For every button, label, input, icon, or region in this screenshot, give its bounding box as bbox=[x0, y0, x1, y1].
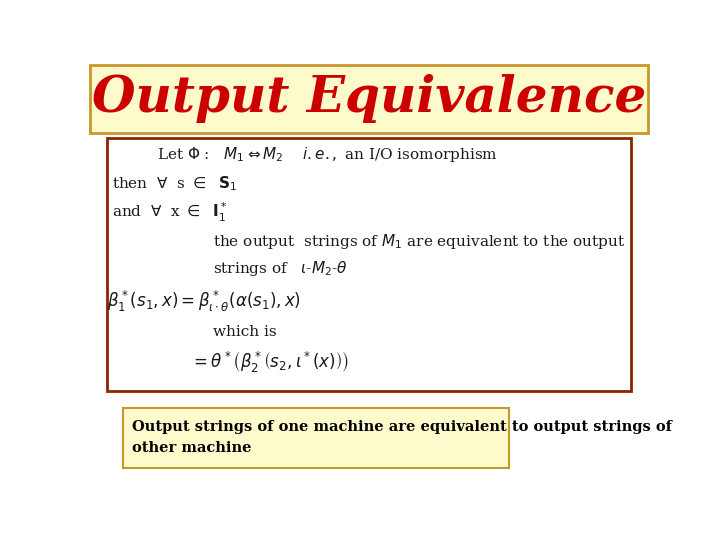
Text: and  $\forall$  x $\in$  $\mathbf{I}_1^*$: and $\forall$ x $\in$ $\mathbf{I}_1^*$ bbox=[112, 201, 228, 224]
Text: $\beta_1^*\left(s_1, x\right) = \beta_{\iota\cdot\theta}^*\left(\alpha\left(s_1\: $\beta_1^*\left(s_1, x\right) = \beta_{\… bbox=[107, 289, 301, 314]
FancyBboxPatch shape bbox=[90, 65, 648, 133]
FancyBboxPatch shape bbox=[107, 138, 631, 391]
Text: which is: which is bbox=[213, 325, 276, 339]
Text: $= \theta^*\left(\beta_2^*\left(s_2, \iota^*\left(x\right)\right)\right)$: $= \theta^*\left(\beta_2^*\left(s_2, \io… bbox=[190, 349, 350, 375]
Text: Let $\Phi$ :   $M_1 \Leftrightarrow M_2$    $i.e.,$ an I/O isomorphism: Let $\Phi$ : $M_1 \Leftrightarrow M_2$ $… bbox=[157, 145, 498, 164]
Text: strings of   $\iota$-$M_2$-$\theta$: strings of $\iota$-$M_2$-$\theta$ bbox=[213, 259, 348, 278]
Text: Output strings of one machine are equivalent to output strings of
other machine: Output strings of one machine are equiva… bbox=[132, 421, 672, 455]
FancyBboxPatch shape bbox=[124, 408, 508, 468]
Text: Output Equivalence: Output Equivalence bbox=[92, 75, 646, 124]
Text: the output  strings of $M_1$ are equivalent to the output: the output strings of $M_1$ are equivale… bbox=[213, 232, 625, 251]
Text: then  $\forall$  s $\in$  $\mathbf{S}_1$: then $\forall$ s $\in$ $\mathbf{S}_1$ bbox=[112, 174, 238, 193]
